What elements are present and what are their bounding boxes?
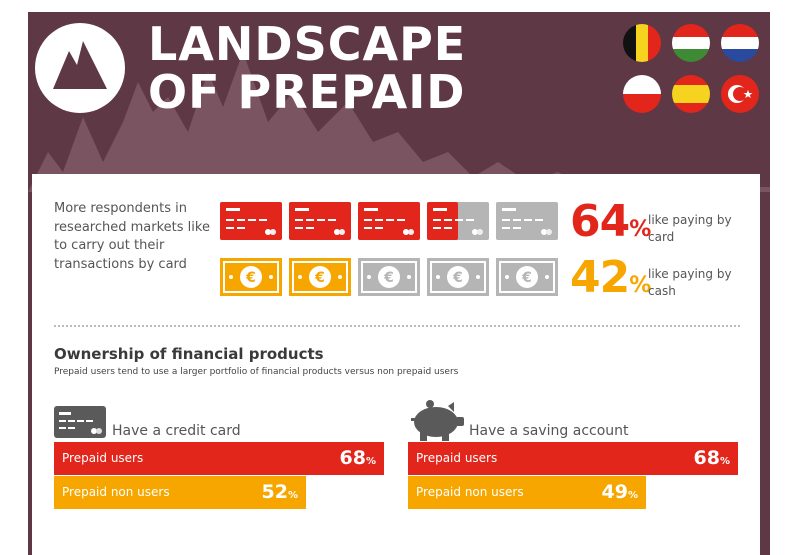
saving-account-label: Have a saving account <box>469 423 629 439</box>
mountain-logo-icon <box>35 23 125 113</box>
ownership-bar-value: 49% <box>601 481 638 503</box>
euro-banknote-icon: € <box>496 258 558 296</box>
ownership-bar-label: Prepaid non users <box>62 485 170 499</box>
ownership-bar-label: Prepaid users <box>416 451 498 465</box>
svg-text:€: € <box>245 270 256 286</box>
card-percentage: 64% <box>570 196 651 247</box>
country-flags <box>621 24 761 114</box>
euro-banknote-icon: € <box>358 258 420 296</box>
payment-card-icon <box>289 202 351 240</box>
svg-text:€: € <box>314 270 325 286</box>
mountains-graphic <box>28 52 770 192</box>
intro-text: More respondents in researched markets l… <box>54 201 210 272</box>
ownership-bar-value: 68% <box>339 447 376 469</box>
cash-percentage-label: like paying by cash <box>648 267 732 298</box>
payment-card-icon <box>358 202 420 240</box>
ownership-bar: Prepaid non users 52% <box>54 476 306 509</box>
ownership-bar: Prepaid users 68% <box>408 442 738 475</box>
page-title: LANDSCAPE OF PREPAID <box>148 17 467 119</box>
poland-flag-icon <box>623 75 661 113</box>
svg-text:€: € <box>383 270 394 286</box>
turkey-flag-icon <box>721 75 759 113</box>
ownership-bar: Prepaid users 68% <box>54 442 384 475</box>
ownership-subtitle: Prepaid users tend to use a larger portf… <box>54 367 459 377</box>
payment-card-icon <box>220 202 282 240</box>
netherlands-flag-icon <box>721 24 759 62</box>
spain-flag-icon <box>672 75 710 113</box>
content-panel: More respondents in researched markets l… <box>32 174 760 555</box>
hungary-flag-icon <box>672 24 710 62</box>
svg-text:€: € <box>452 270 463 286</box>
euro-banknote-icon: € <box>220 258 282 296</box>
svg-text:€: € <box>521 270 532 286</box>
ownership-bar-value: 68% <box>693 447 730 469</box>
payment-card-icon <box>496 202 558 240</box>
cash-percentage: 42% <box>570 252 651 303</box>
credit-card-label: Have a credit card <box>112 423 241 439</box>
credit-card-icon <box>54 406 106 442</box>
ownership-bar-value: 52% <box>261 481 298 503</box>
payment-card-icon <box>427 202 489 240</box>
ownership-bar-label: Prepaid users <box>62 451 144 465</box>
piggy-bank-icon <box>408 400 466 446</box>
ownership-title: Ownership of financial products <box>54 345 324 363</box>
belgium-flag-icon <box>623 24 661 62</box>
section-divider <box>54 325 740 327</box>
euro-banknote-icon: € <box>289 258 351 296</box>
ownership-bar-label: Prepaid non users <box>416 485 524 499</box>
card-percentage-label: like paying by card <box>648 213 732 244</box>
euro-banknote-icon: € <box>427 258 489 296</box>
ownership-bar: Prepaid non users 49% <box>408 476 646 509</box>
